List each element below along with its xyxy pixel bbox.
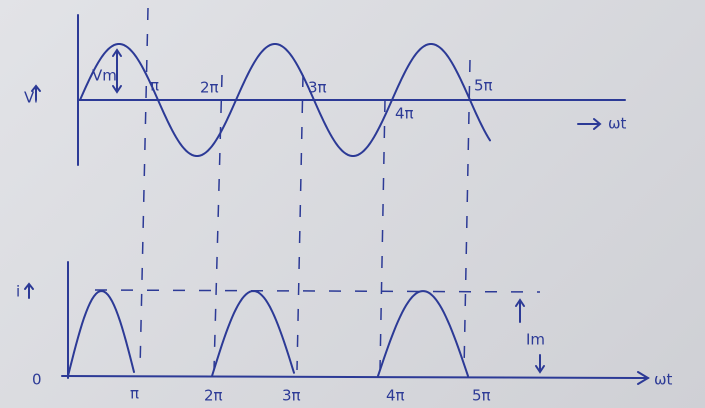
x-label: 4π bbox=[386, 387, 405, 405]
x-label: 3π bbox=[308, 79, 327, 97]
output-wave bbox=[68, 291, 468, 376]
im-label: Im bbox=[526, 331, 545, 349]
arrow bbox=[578, 119, 600, 129]
x-label: 5π bbox=[474, 77, 493, 95]
vi-label: Vi bbox=[24, 89, 38, 107]
origin-label: 0 bbox=[32, 371, 42, 389]
diagram: Vi Vm π 2π 3π 4π 5π ωt i 0 Im π 2π 3π 4π… bbox=[0, 0, 705, 408]
axis-label: ωt bbox=[608, 115, 627, 133]
x-label: 5π bbox=[472, 387, 491, 405]
guides bbox=[95, 8, 540, 370]
x-label: 2π bbox=[200, 79, 219, 97]
wt-axis bbox=[62, 376, 648, 378]
x-label: 3π bbox=[282, 387, 301, 405]
x-label: 2π bbox=[204, 387, 223, 405]
i-label: i bbox=[16, 283, 20, 301]
vm-label: Vm bbox=[92, 67, 117, 85]
arrow bbox=[25, 284, 33, 298]
x-label: π bbox=[150, 77, 159, 95]
axis-label: ωt bbox=[654, 371, 673, 389]
x-label: π bbox=[130, 385, 139, 403]
x-label: 4π bbox=[395, 105, 414, 123]
